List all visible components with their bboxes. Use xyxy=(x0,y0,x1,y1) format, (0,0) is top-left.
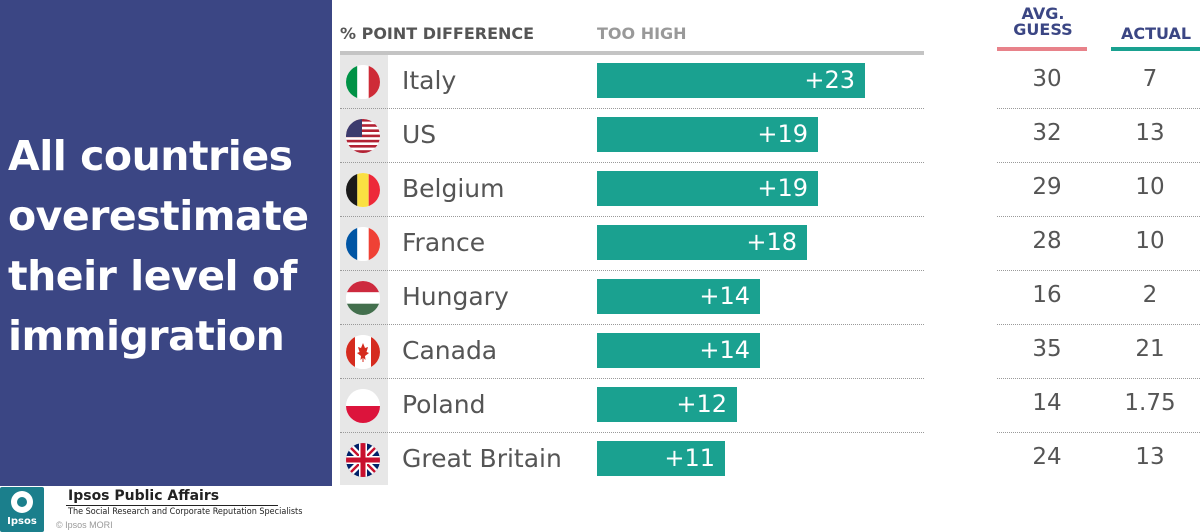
bar-value-label: +11 xyxy=(664,444,715,472)
actual-value: 10 xyxy=(1135,228,1165,254)
poland-flag-icon xyxy=(346,389,380,423)
bar-value-label: +19 xyxy=(757,120,808,148)
avg-guess-value: 16 xyxy=(1032,282,1062,308)
row-divider-right xyxy=(997,432,1200,433)
org-rule xyxy=(66,505,278,506)
category-label: Canada xyxy=(402,336,498,365)
row-divider-right xyxy=(997,378,1200,379)
chart-row-france: France +18 28 10 xyxy=(340,217,1200,271)
row-divider xyxy=(340,216,924,217)
chart-row-us: US +19 32 13 xyxy=(340,109,1200,163)
bar-italy: +23 xyxy=(597,63,865,98)
actual-value: 13 xyxy=(1135,444,1165,470)
category-label: Hungary xyxy=(402,282,509,311)
category-label: Poland xyxy=(402,390,486,419)
chart-row-poland: Poland +12 14 1.75 xyxy=(340,379,1200,433)
row-divider-right xyxy=(997,324,1200,325)
header-avg-guess-line2: GUESS xyxy=(1013,20,1073,39)
logo-text: Ipsos xyxy=(7,516,37,527)
france-flag-icon xyxy=(346,227,380,261)
belgium-flag-icon xyxy=(346,173,380,207)
avg-guess-value: 14 xyxy=(1032,390,1062,416)
row-divider xyxy=(340,270,924,271)
actual-value: 2 xyxy=(1142,282,1158,308)
header-avg-guess-line1: AVG. xyxy=(1021,4,1065,23)
bar-value-label: +12 xyxy=(676,390,727,418)
row-divider-right xyxy=(997,162,1200,163)
avg-guess-value: 32 xyxy=(1032,120,1062,146)
row-divider xyxy=(340,324,924,325)
canada-flag-icon xyxy=(346,335,380,369)
bar-value-label: +19 xyxy=(757,174,808,202)
ipsos-logo: Ipsos xyxy=(0,487,44,532)
row-divider xyxy=(340,378,924,379)
bar-great-britain: +11 xyxy=(597,441,725,476)
chart-row-belgium: Belgium +19 29 10 xyxy=(340,163,1200,217)
row-divider-right xyxy=(997,270,1200,271)
headline: All countries overestimate their level o… xyxy=(8,132,309,360)
row-divider-right xyxy=(997,108,1200,109)
bar-poland: +12 xyxy=(597,387,737,422)
category-label: Great Britain xyxy=(402,444,562,473)
avg-guess-value: 29 xyxy=(1032,174,1062,200)
copyright: © Ipsos MORI xyxy=(56,520,113,530)
category-label: Italy xyxy=(402,66,457,95)
actual-value: 10 xyxy=(1135,174,1165,200)
header-actual: ACTUAL xyxy=(1120,24,1192,43)
chart-row-italy: Italy +23 30 7 xyxy=(340,55,1200,109)
bar-value-label: +14 xyxy=(699,282,750,310)
bar-hungary: +14 xyxy=(597,279,760,314)
bar-us: +19 xyxy=(597,117,818,152)
chart-row-hungary: Hungary +14 16 2 xyxy=(340,271,1200,325)
guess-underline xyxy=(997,47,1087,51)
header-avg-guess: AVG. GUESS xyxy=(1000,6,1086,38)
actual-value: 13 xyxy=(1135,120,1165,146)
row-divider xyxy=(340,432,924,433)
actual-value: 1.75 xyxy=(1124,390,1176,416)
row-divider xyxy=(340,108,924,109)
italy-flag-icon xyxy=(346,65,380,99)
hungary-flag-icon xyxy=(346,281,380,315)
category-label: France xyxy=(402,228,486,257)
uk-flag-icon xyxy=(346,443,380,477)
bar-value-label: +14 xyxy=(699,336,750,364)
actual-value: 7 xyxy=(1142,66,1158,92)
avg-guess-value: 24 xyxy=(1032,444,1062,470)
header-too-high: TOO HIGH xyxy=(597,24,687,43)
chart-row-canada: Canada +14 35 21 xyxy=(340,325,1200,379)
chart-row-great-britain: Great Britain +11 24 13 xyxy=(340,433,1200,487)
row-divider xyxy=(340,162,924,163)
us-flag-icon xyxy=(346,119,380,153)
header-point-difference: % POINT DIFFERENCE xyxy=(340,24,535,43)
avg-guess-value: 30 xyxy=(1032,66,1062,92)
logo-ring-icon xyxy=(11,491,33,513)
bar-france: +18 xyxy=(597,225,807,260)
org-tagline: The Social Research and Corporate Reputa… xyxy=(68,507,303,517)
bar-value-label: +18 xyxy=(746,228,797,256)
bar-canada: +14 xyxy=(597,333,760,368)
actual-value: 21 xyxy=(1135,336,1165,362)
avg-guess-value: 35 xyxy=(1032,336,1062,362)
category-label: Belgium xyxy=(402,174,505,203)
actual-underline xyxy=(1111,47,1200,51)
category-label: US xyxy=(402,120,437,149)
footer xyxy=(0,486,1200,532)
headline-panel: All countries overestimate their level o… xyxy=(0,0,332,486)
org-name: Ipsos Public Affairs xyxy=(68,488,220,504)
bar-value-label: +23 xyxy=(804,66,855,94)
avg-guess-value: 28 xyxy=(1032,228,1062,254)
row-divider-right xyxy=(997,216,1200,217)
header-divider xyxy=(340,51,924,55)
bar-belgium: +19 xyxy=(597,171,818,206)
